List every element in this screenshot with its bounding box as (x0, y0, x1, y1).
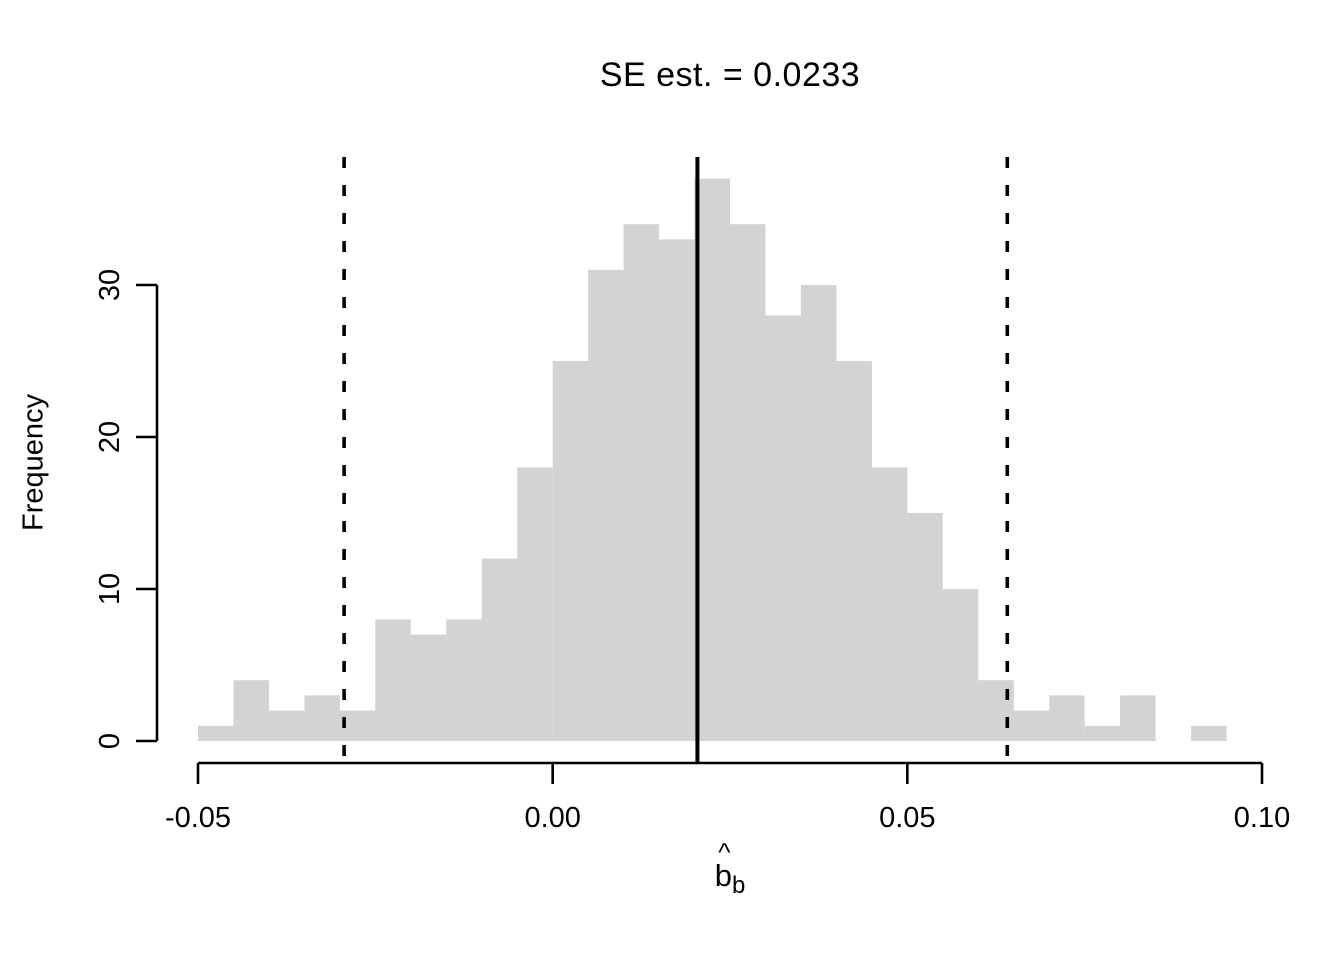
histogram-bar (1120, 695, 1156, 741)
histogram-bar (375, 619, 411, 741)
histogram-bar (588, 269, 624, 741)
histogram-bar (800, 285, 837, 741)
chart-title: SE est. = 0.0233 (599, 56, 861, 94)
x-axis-tick-label: 0.00 (524, 802, 580, 834)
histogram-bar (942, 589, 979, 741)
histogram-bar (1084, 725, 1121, 741)
histogram-bar (623, 224, 660, 741)
histogram-bar (233, 680, 269, 741)
histogram-bar (304, 695, 340, 741)
y-axis-tick-label: 30 (94, 269, 126, 301)
histogram-bar (659, 239, 695, 741)
histogram-bar (517, 467, 553, 741)
histogram-bar (268, 710, 305, 741)
x-axis-title-letter: b (714, 858, 732, 893)
histogram-bar (907, 513, 943, 741)
y-axis-tick-label: 10 (94, 573, 126, 605)
histogram-bar (836, 361, 872, 741)
histogram-bar (410, 634, 447, 741)
x-axis-tick-label: -0.05 (165, 802, 231, 834)
x-axis-tick-label: 0.10 (1234, 802, 1290, 834)
histogram-bar (730, 224, 766, 741)
histogram-bar (481, 558, 518, 741)
x-axis-tick-label: 0.05 (879, 802, 935, 834)
y-axis-tick-label: 20 (94, 421, 126, 453)
hat-accent: ^ (718, 837, 731, 867)
histogram-bar (871, 467, 908, 741)
histogram-bar (1049, 695, 1085, 741)
y-axis-tick-label: 0 (94, 733, 126, 749)
histogram-bar (694, 178, 730, 742)
histogram-bar (1191, 725, 1227, 741)
histogram-bar (198, 725, 234, 741)
histogram-bar (765, 315, 801, 741)
histogram-bar (1013, 710, 1050, 741)
histogram-bar (446, 619, 482, 741)
x-axis-title-base: ^ b (714, 837, 732, 894)
y-axis-title: Frequency (17, 394, 50, 532)
x-axis-title: ^ b b (630, 837, 830, 900)
histogram-bar (552, 361, 589, 741)
x-axis-title-subscript: b (731, 872, 746, 899)
